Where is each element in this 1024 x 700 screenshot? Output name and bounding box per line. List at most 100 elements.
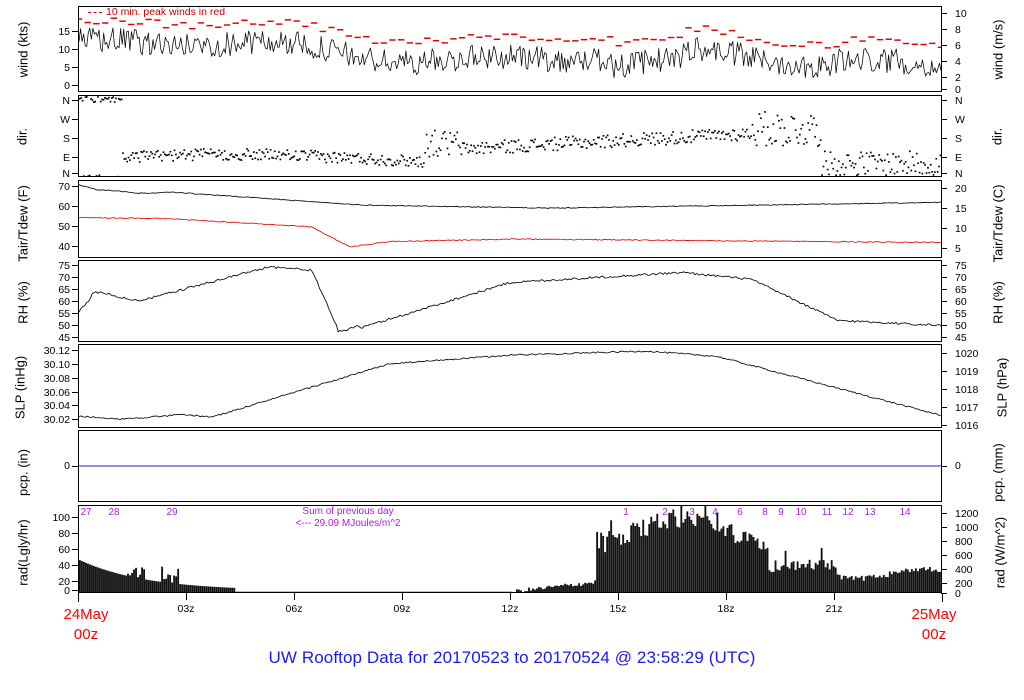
rad-tick-100: 100 <box>52 512 70 524</box>
rad-tick-40: 40 <box>58 560 70 572</box>
wind-tick-15: 15 <box>58 26 70 38</box>
time-tick-12z: 12z <box>501 603 519 615</box>
time-tick-mark <box>294 593 295 600</box>
wind-ylabel-left: wind (kts) <box>15 21 31 78</box>
time-tick-mark <box>510 593 511 600</box>
humidity-plot <box>79 266 941 333</box>
rad-daynum-14: 14 <box>899 507 911 518</box>
rad-daynum-27: 27 <box>80 507 92 518</box>
humidity-panel <box>78 260 942 342</box>
dir-rtick-w: W <box>955 114 965 126</box>
time-axis-start-label: 24May 00z <box>63 605 108 645</box>
rad-rtick-800: 800 <box>955 536 973 548</box>
rad-rtick-0: 0 <box>955 588 961 600</box>
time-tick-18z: 18z <box>717 603 735 615</box>
rad-daynum-8: 8 <box>762 507 768 518</box>
time-tick-mark <box>618 593 619 600</box>
direction-plot <box>79 96 941 176</box>
rad-rtick-400: 400 <box>955 564 973 576</box>
slp-rtick-1018: 1018 <box>955 384 979 396</box>
dir-rtick-e: E <box>955 152 963 164</box>
rad-daynum-6: 6 <box>737 507 743 518</box>
pcp-rtick-0: 0 <box>955 460 961 472</box>
wind-rtick-2: 2 <box>955 72 961 84</box>
wind-tick-0: 0 <box>64 80 70 92</box>
wind-tick-5: 5 <box>64 62 70 74</box>
rad-daynum-10: 10 <box>795 507 807 518</box>
time-axis-end-label: 25May 00z <box>911 605 956 645</box>
rh-rtick-75: 75 <box>955 260 967 272</box>
rad-daynum-3: 3 <box>689 507 695 518</box>
rh-rtick-45: 45 <box>955 332 967 344</box>
temp-ylabel-left: Tair/Tdew (F) <box>15 185 31 262</box>
temp-ylabel-right: Tair/Tdew (C) <box>990 184 1006 263</box>
rh-tick-45: 45 <box>58 332 70 344</box>
slp-rtick-1017: 1017 <box>955 402 979 414</box>
rh-tick-55: 55 <box>58 308 70 320</box>
rad-ylabel-left: rad(Lgly/hr) <box>15 519 31 586</box>
temp-tick-40: 40 <box>58 241 70 253</box>
slp-tick-3004: 30.04 <box>43 400 70 412</box>
temperature-panel <box>78 180 942 258</box>
radiation-panel <box>78 505 942 593</box>
dir-tick-s: S <box>62 133 70 145</box>
rad-tick-80: 80 <box>58 528 70 540</box>
dir-tick-n-top: N <box>62 95 70 107</box>
time-tick-mark <box>78 593 79 602</box>
temp-tick-50: 50 <box>58 221 70 233</box>
wind-rtick-6: 6 <box>955 40 961 52</box>
time-tick-mark <box>726 593 727 600</box>
slp-tick-3006: 30.06 <box>43 387 70 399</box>
time-tick-mark <box>402 593 403 600</box>
page-title: UW Rooftop Data for 20170523 to 20170524… <box>268 648 756 667</box>
slp-ylabel-right: SLP (hPa) <box>994 357 1010 418</box>
wind-plot <box>79 17 941 79</box>
rad-daynum-12: 12 <box>842 507 854 518</box>
time-tick-mark <box>942 593 943 602</box>
wind-legend-label: 10 min. peak winds in red <box>106 6 226 18</box>
slp-tick-3010: 30.10 <box>43 359 70 371</box>
rad-note-line1: Sum of previous day <box>302 506 394 517</box>
slp-tick-3002: 30.02 <box>43 414 70 426</box>
rad-daynum-13: 13 <box>864 507 876 518</box>
temp-tick-70: 70 <box>58 181 70 193</box>
dir-ylabel-left: dir. <box>14 127 30 146</box>
pressure-panel <box>78 344 942 428</box>
temp-tick-60: 60 <box>58 201 70 213</box>
slp-tick-3008: 30.08 <box>43 373 70 385</box>
rad-rtick-600: 600 <box>955 550 973 562</box>
rh-rtick-60: 60 <box>955 296 967 308</box>
slp-rtick-1016: 1016 <box>955 420 979 432</box>
dir-rtick-n-bot: N <box>955 168 963 180</box>
temperature-plot <box>79 184 941 248</box>
rad-daynum-9: 9 <box>778 507 784 518</box>
time-tick-09z: 09z <box>393 603 411 615</box>
start-time: 00z <box>73 625 99 643</box>
dir-rtick-n-top: N <box>955 95 963 107</box>
rad-tick-20: 20 <box>58 576 70 588</box>
pcp-tick-0: 0 <box>64 460 70 472</box>
dir-tick-w: W <box>60 114 70 126</box>
rad-daynum-11: 11 <box>821 507 833 518</box>
dir-tick-e: E <box>62 152 70 164</box>
end-time: 00z <box>921 625 947 643</box>
temp-rtick-15: 15 <box>955 203 967 215</box>
rad-rtick-200: 200 <box>955 578 973 590</box>
wind-legend-dash <box>88 12 102 13</box>
rad-note-line2: <--- 29.09 MJoules/m^2 <box>295 518 401 529</box>
time-tick-15z: 15z <box>609 603 627 615</box>
rad-ylabel-right: rad (W/m^2) <box>992 516 1008 589</box>
rad-daynum-29: 29 <box>166 507 178 518</box>
rad-daynum-2: 2 <box>662 507 668 518</box>
rad-tick-0: 0 <box>64 585 70 597</box>
rad-daynum-28: 28 <box>108 507 120 518</box>
slp-rtick-1020: 1020 <box>955 348 979 360</box>
rh-tick-70: 70 <box>58 272 70 284</box>
rh-rtick-50: 50 <box>955 320 967 332</box>
wind-rtick-0: 0 <box>955 84 961 96</box>
rad-tick-60: 60 <box>58 544 70 556</box>
precipitation-plot <box>79 465 941 467</box>
wind-rtick-8: 8 <box>955 24 961 36</box>
dir-ylabel-right: dir. <box>989 127 1005 146</box>
